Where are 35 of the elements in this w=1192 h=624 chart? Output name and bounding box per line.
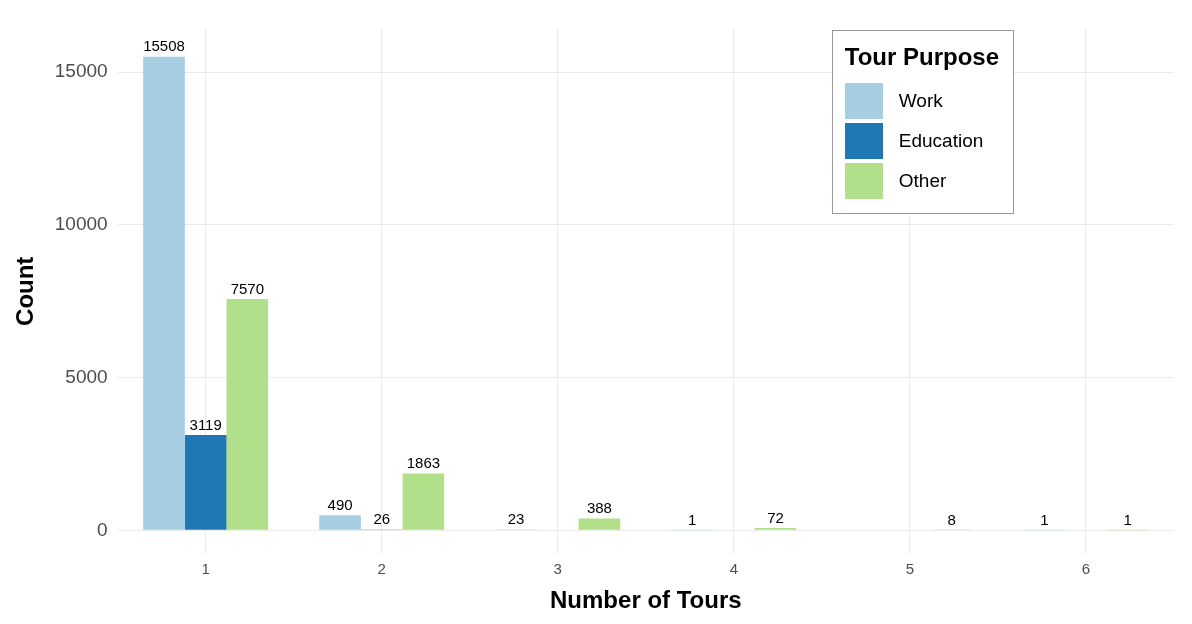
- data-label: 490: [327, 495, 353, 513]
- x-tick-label: 2: [377, 560, 386, 578]
- y-tick-label: 5000: [65, 365, 108, 387]
- x-tick-label: 4: [729, 560, 739, 578]
- data-label: 23: [507, 510, 525, 528]
- y-tick-label: 0: [97, 518, 108, 540]
- data-label: 26: [373, 510, 391, 528]
- legend-label: Other: [898, 170, 947, 192]
- x-tick-label: 3: [553, 560, 562, 578]
- y-tick-label: 15000: [54, 60, 108, 82]
- x-axis-title: Number of Tours: [550, 586, 742, 614]
- bar: [226, 299, 269, 530]
- bar: [319, 515, 361, 530]
- bar: [143, 56, 185, 530]
- data-label: 1863: [406, 454, 441, 472]
- legend-label: Work: [898, 90, 943, 112]
- data-label: 3119: [189, 415, 222, 433]
- data-label: 72: [767, 508, 784, 526]
- y-axis-title: Count: [11, 256, 39, 326]
- data-label: 7570: [230, 279, 265, 297]
- data-label: 1: [688, 510, 697, 528]
- x-tick-label: 5: [905, 560, 915, 578]
- x-tick-label: 6: [1081, 560, 1091, 578]
- legend-title: Tour Purpose: [844, 43, 999, 71]
- bar: [402, 473, 445, 530]
- bar: [184, 435, 227, 530]
- data-label: 8: [947, 510, 956, 528]
- data-label: 1: [1040, 510, 1049, 528]
- bar: [578, 518, 621, 530]
- data-label: 388: [586, 499, 612, 517]
- data-label: 1: [1123, 510, 1132, 528]
- data-label: 15508: [143, 37, 185, 55]
- x-tick-label: 1: [201, 560, 210, 578]
- legend-label: Education: [898, 130, 984, 152]
- y-tick-label: 10000: [54, 213, 108, 235]
